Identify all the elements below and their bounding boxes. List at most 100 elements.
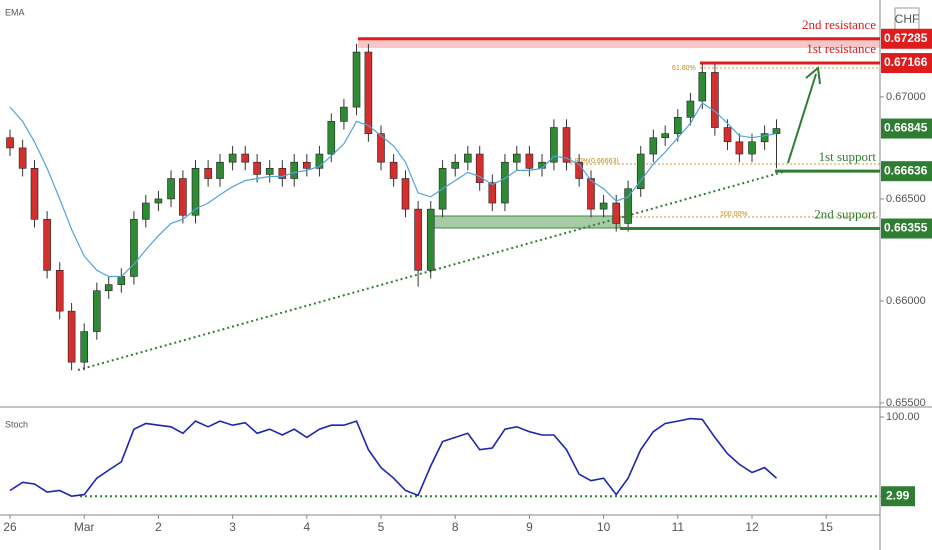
candle-body <box>748 141 756 155</box>
candle-body <box>364 51 373 134</box>
candle-body <box>290 161 298 179</box>
candle-body <box>562 127 571 163</box>
candle-body <box>377 133 385 163</box>
candle-body <box>525 153 534 169</box>
level-value: 0.66355 <box>884 221 928 235</box>
support-zone <box>429 215 621 229</box>
indicator-label: Stoch <box>5 419 28 429</box>
candle-body <box>686 100 695 118</box>
candle-body <box>104 284 113 292</box>
candle-body <box>253 161 261 175</box>
level-box <box>881 218 932 239</box>
indicator-label: EMA <box>5 7 25 17</box>
candle-body <box>674 117 682 134</box>
candle-body <box>501 161 509 204</box>
candle-body <box>464 153 472 163</box>
candle-body <box>451 161 460 169</box>
candle-body <box>587 178 595 210</box>
arrow-head <box>805 66 821 85</box>
candle-body <box>636 153 645 190</box>
candle-body <box>154 198 163 204</box>
candle-body <box>93 290 101 332</box>
candle-body <box>241 153 250 163</box>
x-tick-label: 4 <box>303 520 310 534</box>
x-tick-label: 3 <box>229 520 236 534</box>
candle-body <box>475 153 484 183</box>
candle-body <box>216 161 224 179</box>
candle-body <box>575 161 583 179</box>
level-value: 0.67285 <box>884 31 928 45</box>
y-tick-label: 0.67000 <box>886 91 926 103</box>
candle-body <box>204 168 212 179</box>
y-tick-label: 0.66500 <box>886 193 926 205</box>
fib-label: 61.80% <box>672 65 696 72</box>
candle-body <box>303 161 311 169</box>
fib-label: 100.00% <box>720 211 748 218</box>
y-tick-label: 0.66000 <box>886 295 926 307</box>
level-name: 1st resistance <box>806 41 876 56</box>
candle-body <box>599 202 608 210</box>
candle-body <box>142 202 150 220</box>
y-tick-label: 100.00 <box>886 411 920 423</box>
candle-body <box>179 178 187 216</box>
candle-body <box>80 331 89 363</box>
stoch-level-box <box>881 486 915 507</box>
candle-body <box>760 133 769 143</box>
x-tick-label: 26 <box>3 520 17 534</box>
candle-body <box>711 72 719 128</box>
y-tick-label: 2.99 <box>886 488 910 502</box>
y-tick-label: 0.65500 <box>886 397 926 409</box>
candle-body <box>401 178 410 210</box>
candle-body <box>426 208 435 271</box>
candle-body <box>30 168 39 220</box>
candle-body <box>414 208 422 271</box>
last-price: 0.66845 <box>884 121 928 135</box>
x-tick-label: 15 <box>820 520 834 534</box>
last-price-box <box>881 118 932 139</box>
candle-body <box>389 161 398 179</box>
candle-body <box>512 153 521 163</box>
x-tick-label: Mar <box>74 520 95 534</box>
level-value: 0.67166 <box>884 55 928 69</box>
fib-label: 61.80%(0.66663) <box>565 158 619 165</box>
trendline <box>77 169 791 371</box>
x-tick-label: 9 <box>526 520 533 534</box>
candle-body <box>661 133 669 139</box>
candle-body <box>130 219 138 277</box>
candle-body <box>167 178 175 200</box>
candle-body <box>649 137 658 155</box>
candle-body <box>228 153 237 163</box>
x-tick-label: 12 <box>745 520 759 534</box>
candle-body <box>315 153 324 169</box>
candle-body <box>43 219 51 271</box>
x-tick-label: 5 <box>378 520 385 534</box>
candle-body <box>18 147 27 169</box>
level-name: 1st support <box>819 149 877 164</box>
candle-body <box>612 202 621 224</box>
candle-body <box>735 141 744 155</box>
x-tick-label: 8 <box>452 520 459 534</box>
candle-body <box>550 127 558 163</box>
candle-body <box>55 270 64 312</box>
candle-body <box>265 168 274 175</box>
candle-body <box>624 188 632 224</box>
candle-body <box>488 182 497 204</box>
candle-body <box>278 168 287 179</box>
candle-body <box>772 128 781 134</box>
candle-body <box>67 310 76 363</box>
candle-body <box>191 168 200 216</box>
stoch-line <box>9 417 778 498</box>
candle-body <box>698 72 707 102</box>
candle-body <box>6 137 14 149</box>
level-name: 2nd support <box>814 206 876 221</box>
level-box <box>881 161 932 182</box>
level-name: 2nd resistance <box>802 17 876 32</box>
arrow <box>787 73 817 164</box>
x-tick-label: 2 <box>155 520 162 534</box>
x-tick-label: 10 <box>597 520 611 534</box>
level-box <box>881 28 932 49</box>
x-tick-label: 11 <box>672 520 685 534</box>
candle-body <box>327 121 336 155</box>
